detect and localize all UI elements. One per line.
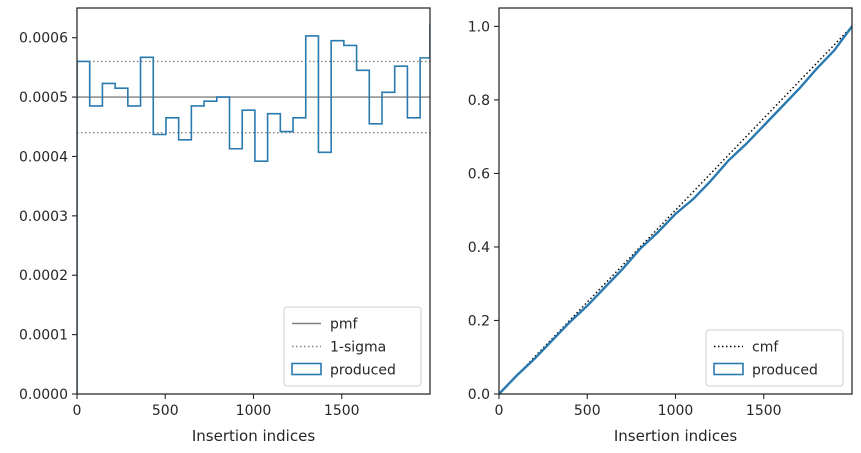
legend-label: pmf	[330, 317, 359, 333]
legend-box	[283, 306, 422, 387]
y-tick-label: 0.0006	[19, 31, 68, 47]
x-tick-label: 500	[574, 403, 601, 419]
y-tick-label: 1.0	[468, 19, 490, 35]
y-tick-label: 0.0001	[19, 328, 68, 344]
legend-item-produced: produced	[291, 362, 396, 379]
legend-label: 1-sigma	[330, 340, 386, 356]
x-tick-label: 1500	[746, 403, 782, 419]
x-tick-label: 500	[152, 403, 179, 419]
x-tick-label: 0	[495, 403, 504, 419]
y-tick-label: 0.0003	[19, 209, 68, 225]
legend-swatch	[291, 362, 322, 376]
cmf-line	[499, 25, 852, 394]
legend-label: produced	[330, 363, 396, 379]
x-tick-label: 1500	[324, 403, 360, 419]
x-tick-label: 1000	[658, 403, 694, 419]
y-tick-label: 0.4	[468, 240, 490, 256]
y-tick-label: 0.0000	[19, 387, 68, 403]
y-tick-label: 0.0004	[19, 149, 68, 165]
legend-item-produced: produced	[713, 362, 818, 379]
legend-label: produced	[752, 363, 818, 379]
produced-cumulative	[499, 25, 852, 394]
y-tick-label: 0.0002	[19, 268, 68, 284]
legend-label: cmf	[752, 340, 779, 356]
left-pmf-panel: 0 500 1000 1500 0.0000 0.0001 0.0002 0.0003 0.00…	[19, 7, 431, 445]
legend-item-1-sigma: 1-sigma	[292, 340, 386, 356]
legend-item-pmf: pmf	[292, 317, 359, 333]
y-tick-label: 0.0	[468, 387, 490, 403]
legend: cmf produced	[705, 329, 844, 387]
y-tick-label: 0.8	[468, 93, 490, 109]
legend: pmf 1-sigma produced	[283, 306, 422, 387]
legend-swatch	[713, 362, 744, 376]
legend-box	[705, 329, 844, 387]
x-axis-label: Insertion indices	[614, 427, 737, 445]
produced-histogram	[77, 24, 430, 394]
x-axis-label: Insertion indices	[192, 427, 315, 445]
legend-item-cmf: cmf	[714, 340, 779, 356]
plot-area	[499, 25, 852, 394]
x-tick-label: 0	[73, 403, 82, 419]
plot-area	[77, 24, 430, 394]
right-cmf-panel: 0 500 1000 1500 0.0 0.2 0.4 0.6 0.8 1.0 Insertion …	[468, 7, 853, 445]
y-tick-label: 0.0005	[19, 90, 68, 106]
y-tick-label: 0.2	[468, 313, 490, 329]
x-tick-label: 1000	[236, 403, 272, 419]
y-tick-label: 0.6	[468, 166, 490, 182]
